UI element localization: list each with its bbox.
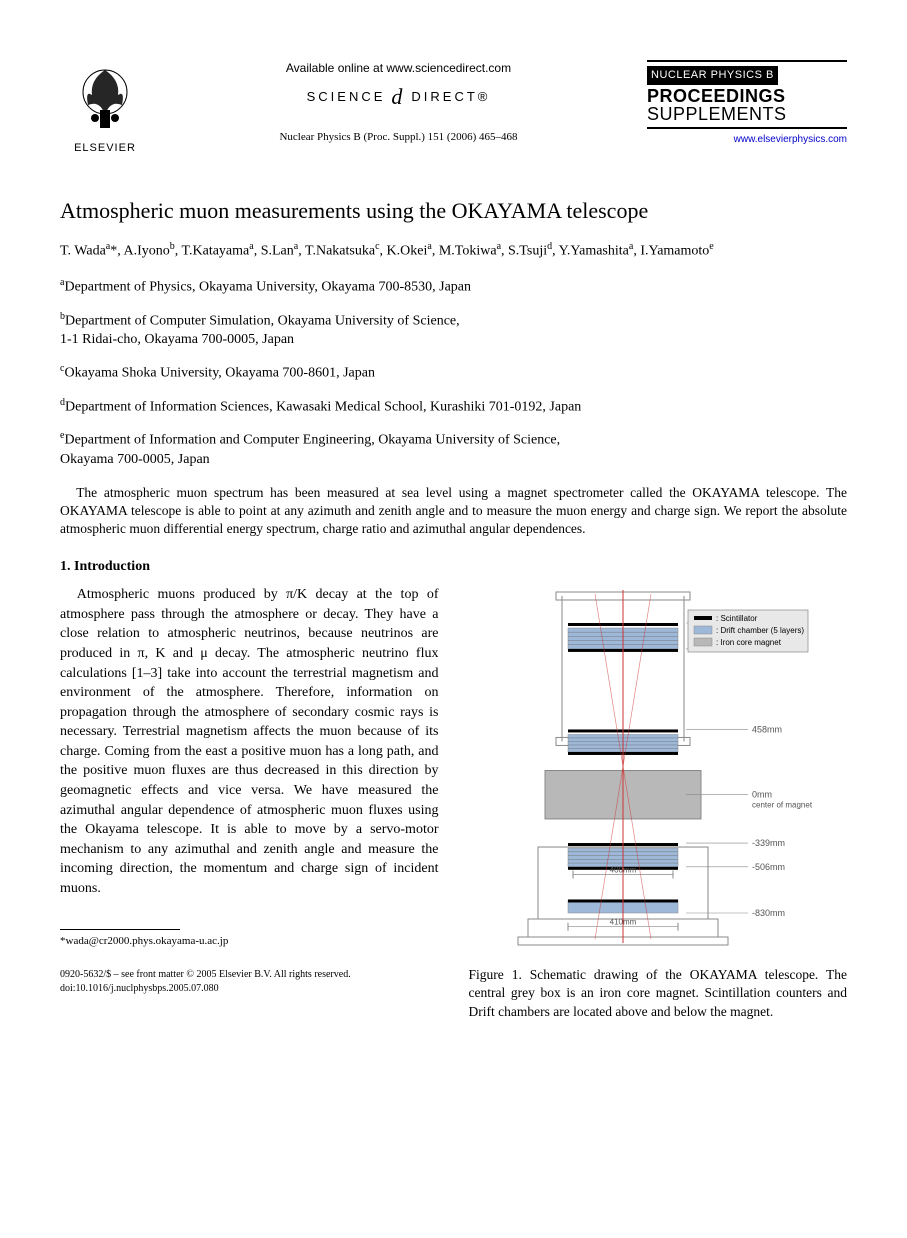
svg-text:: Drift chamber (5 layers): : Drift chamber (5 layers) — [716, 626, 804, 635]
svg-text:: Scintillator: : Scintillator — [716, 614, 758, 623]
science-text: SCIENCE — [307, 88, 386, 106]
svg-text:400mm: 400mm — [609, 866, 636, 875]
elsevier-tree-icon — [70, 60, 140, 130]
direct-text: DIRECT® — [411, 88, 490, 106]
svg-text:458mm: 458mm — [752, 725, 782, 735]
paper-title: Atmospheric muon measurements using the … — [60, 196, 847, 226]
corresponding-author-footnote: *wada@cr2000.phys.okayama-u.ac.jp — [60, 934, 439, 949]
right-column: 400mm410mm1205mm1023mm458mm0mmcenter of … — [469, 558, 848, 1021]
npb-link[interactable]: www.elsevierphysics.com — [647, 133, 847, 147]
journal-box: NUCLEAR PHYSICS B PROCEEDINGS SUPPLEMENT… — [647, 60, 847, 146]
svg-text:-830mm: -830mm — [752, 908, 785, 918]
page-footer: 0920-5632/$ – see front matter © 2005 El… — [60, 968, 439, 996]
svg-text:: Iron core magnet: : Iron core magnet — [716, 638, 782, 647]
author-list: T. Wadaa*, A.Iyonob, T.Katayamaa, S.Lana… — [60, 239, 847, 262]
svg-text:410mm: 410mm — [609, 918, 636, 927]
footnote-rule — [60, 929, 180, 930]
npb-supplements: SUPPLEMENTS — [647, 105, 847, 123]
abstract-text: The atmospheric muon spectrum has been m… — [60, 484, 847, 539]
figure-1-caption: Figure 1. Schematic drawing of the OKAYA… — [469, 966, 848, 1021]
affiliation-c: cOkayama Shoka University, Okayama 700-8… — [60, 362, 847, 384]
footer-line-2: doi:10.1016/j.nuclphysbps.2005.07.080 — [60, 982, 439, 996]
footer-line-1: 0920-5632/$ – see front matter © 2005 El… — [60, 968, 439, 982]
svg-text:center of magnet: center of magnet — [752, 801, 813, 810]
elsevier-text: ELSEVIER — [60, 141, 150, 156]
telescope-schematic-icon: 400mm410mm1205mm1023mm458mm0mmcenter of … — [478, 568, 838, 958]
left-column: 1. Introduction Atmospheric muons produc… — [60, 558, 439, 1021]
affiliation-a: aDepartment of Physics, Okayama Universi… — [60, 276, 847, 298]
affiliation-d: dDepartment of Information Sciences, Kaw… — [60, 396, 847, 418]
elsevier-logo: ELSEVIER — [60, 60, 150, 156]
npb-title: NUCLEAR PHYSICS B — [647, 66, 778, 85]
section-1-body: Atmospheric muons produced by π/K decay … — [60, 585, 439, 899]
npb-proceedings: PROCEEDINGS — [647, 87, 847, 105]
npb-box: NUCLEAR PHYSICS B PROCEEDINGS SUPPLEMENT… — [647, 60, 847, 129]
page-header: ELSEVIER Available online at www.science… — [60, 60, 847, 156]
science-direct-logo: SCIENCE d DIRECT® — [170, 82, 627, 112]
figure-1: 400mm410mm1205mm1023mm458mm0mmcenter of … — [469, 568, 848, 1021]
affiliation-b: bDepartment of Computer Simulation, Okay… — [60, 310, 847, 350]
center-header: Available online at www.sciencedirect.co… — [150, 60, 647, 145]
svg-text:-339mm: -339mm — [752, 838, 785, 848]
at-symbol-icon: d — [391, 82, 405, 112]
journal-reference: Nuclear Physics B (Proc. Suppl.) 151 (20… — [170, 130, 627, 145]
available-online-text: Available online at www.sciencedirect.co… — [170, 60, 627, 76]
section-1-heading: 1. Introduction — [60, 558, 439, 577]
affiliation-e: eDepartment of Information and Computer … — [60, 429, 847, 469]
two-column-layout: 1. Introduction Atmospheric muons produc… — [60, 558, 847, 1021]
svg-text:0mm: 0mm — [752, 790, 772, 800]
svg-text:-506mm: -506mm — [752, 862, 785, 872]
